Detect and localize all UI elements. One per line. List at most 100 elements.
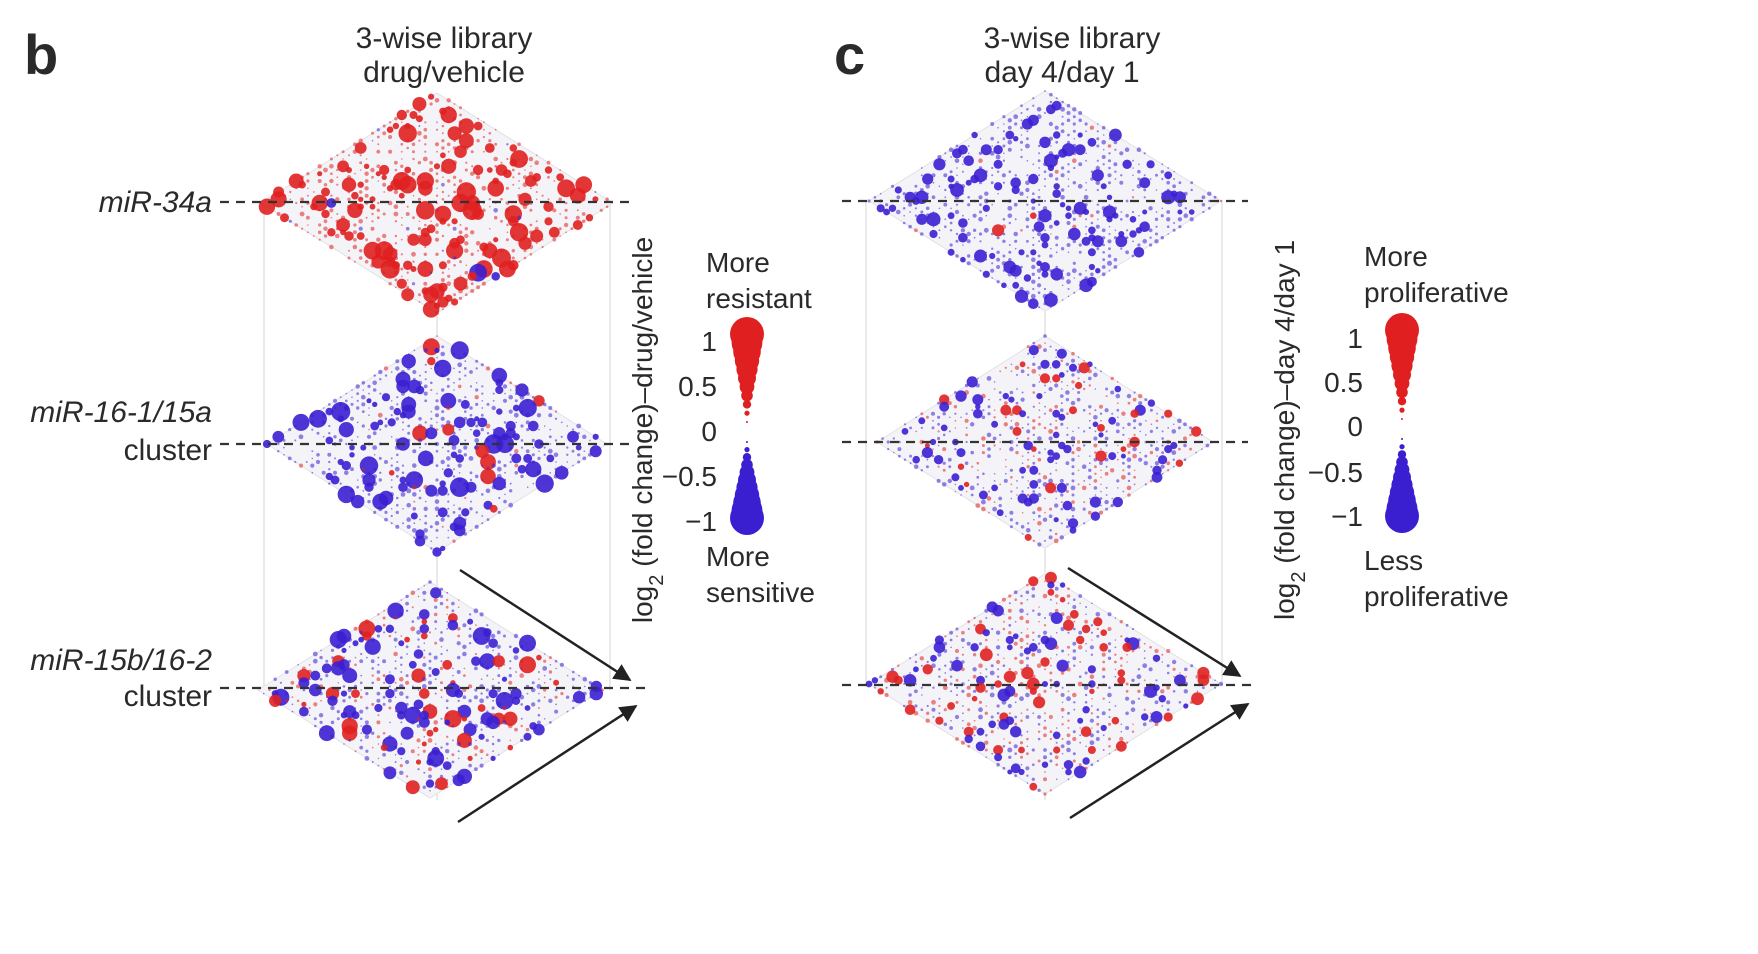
- positive-bubble: [1138, 393, 1143, 399]
- positive-bubble: [966, 692, 971, 698]
- negative-bubble: [914, 689, 918, 694]
- negative-bubble: [1088, 419, 1091, 422]
- positive-bubble: [509, 739, 512, 742]
- negative-bubble: [1093, 436, 1098, 441]
- negative-bubble: [1070, 400, 1076, 406]
- positive-bubble: [996, 659, 1001, 665]
- negative-bubble: [404, 706, 422, 724]
- negative-bubble: [434, 499, 440, 504]
- negative-bubble: [1096, 715, 1100, 719]
- positive-bubble: [453, 276, 468, 291]
- negative-bubble: [399, 656, 403, 659]
- negative-bubble: [955, 239, 959, 243]
- positive-bubble: [503, 664, 506, 666]
- positive-bubble: [1107, 627, 1112, 631]
- negative-bubble: [377, 764, 380, 767]
- negative-bubble: [468, 763, 472, 768]
- negative-bubble: [1108, 247, 1111, 251]
- negative-bubble: [978, 232, 983, 236]
- positive-bubble: [1076, 440, 1081, 444]
- negative-bubble: [1043, 302, 1047, 306]
- negative-bubble: [982, 487, 985, 489]
- positive-bubble: [458, 133, 474, 149]
- negative-bubble: [1108, 416, 1117, 425]
- negative-bubble: [1043, 153, 1058, 168]
- positive-bubble: [376, 720, 381, 725]
- negative-bubble: [1126, 393, 1132, 399]
- negative-bubble: [894, 186, 902, 194]
- negative-bubble: [912, 455, 920, 464]
- negative-bubble: [316, 431, 320, 435]
- negative-bubble: [373, 510, 377, 514]
- negative-bubble: [1125, 726, 1130, 730]
- positive-bubble: [1003, 401, 1008, 405]
- positive-bubble: [429, 167, 434, 173]
- negative-bubble: [509, 389, 512, 391]
- negative-bubble: [1114, 178, 1117, 180]
- panel-c-dashed-lines: [842, 199, 1252, 687]
- negative-bubble: [463, 367, 467, 370]
- scale-bubble-negative: [744, 447, 750, 453]
- negative-bubble: [350, 416, 354, 421]
- negative-bubble: [1150, 465, 1153, 468]
- positive-bubble: [488, 198, 491, 201]
- positive-bubble: [893, 675, 903, 685]
- negative-bubble: [495, 378, 504, 387]
- negative-bubble: [531, 702, 536, 707]
- negative-bubble: [506, 143, 509, 146]
- negative-bubble: [1044, 497, 1046, 500]
- negative-bubble: [1071, 493, 1075, 497]
- positive-bubble: [1166, 648, 1171, 654]
- negative-bubble: [1032, 362, 1036, 366]
- negative-bubble: [491, 367, 508, 384]
- positive-bubble: [465, 161, 468, 164]
- negative-bubble: [1037, 254, 1041, 258]
- positive-bubble: [440, 688, 443, 692]
- negative-bubble: [490, 755, 496, 762]
- negative-bubble: [1041, 761, 1049, 768]
- positive-bubble: [1137, 689, 1141, 693]
- negative-bubble: [412, 463, 417, 468]
- negative-bubble: [1147, 399, 1156, 407]
- positive-bubble: [1116, 402, 1119, 404]
- negative-bubble: [533, 723, 545, 736]
- negative-bubble: [972, 667, 977, 672]
- positive-bubble: [1096, 686, 1099, 689]
- positive-bubble: [978, 620, 983, 624]
- positive-bubble: [1087, 369, 1092, 374]
- positive-bubble: [1021, 511, 1024, 514]
- negative-bubble: [512, 404, 520, 412]
- positive-bubble: [341, 177, 357, 192]
- negative-bubble: [914, 683, 917, 685]
- positive-bubble: [356, 232, 365, 240]
- negative-bubble: [326, 198, 337, 208]
- negative-bubble: [328, 460, 331, 464]
- negative-bubble: [1067, 163, 1070, 166]
- negative-bubble: [395, 475, 399, 478]
- positive-bubble: [947, 702, 955, 710]
- negative-bubble: [1065, 461, 1070, 466]
- negative-bubble: [554, 466, 569, 480]
- panel-c-tick-neg-1: −1: [1331, 501, 1363, 532]
- positive-bubble: [323, 234, 328, 238]
- negative-bubble: [565, 695, 570, 699]
- negative-bubble: [1100, 504, 1102, 507]
- negative-bubble: [947, 478, 952, 484]
- positive-bubble: [459, 106, 462, 110]
- negative-bubble: [554, 709, 559, 714]
- negative-bubble: [1066, 747, 1071, 753]
- negative-bubble: [1072, 605, 1077, 609]
- positive-bubble: [1027, 480, 1029, 482]
- negative-bubble: [1065, 362, 1070, 366]
- positive-bubble: [984, 740, 989, 745]
- negative-bubble: [1071, 479, 1075, 483]
- negative-bubble: [1107, 642, 1112, 646]
- negative-bubble: [453, 403, 455, 406]
- negative-bubble: [384, 460, 388, 464]
- negative-bubble: [981, 499, 986, 505]
- positive-bubble: [1197, 674, 1210, 687]
- negative-bubble: [313, 717, 317, 721]
- negative-bubble: [985, 258, 988, 261]
- negative-bubble: [470, 428, 472, 431]
- negative-bubble: [1067, 185, 1070, 188]
